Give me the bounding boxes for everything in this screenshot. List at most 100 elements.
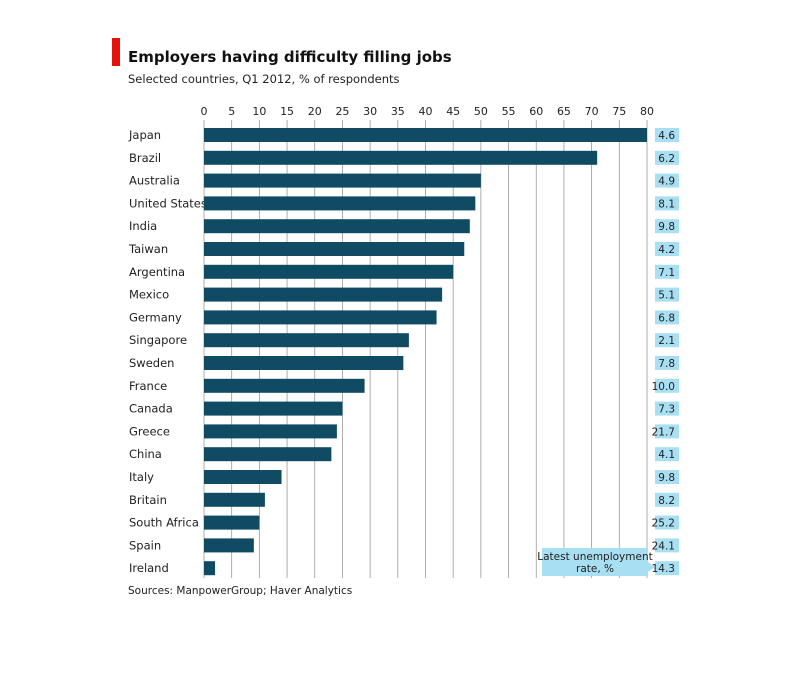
bar-greece — [204, 424, 337, 439]
bar-australia — [204, 173, 481, 188]
chart-source: Sources: ManpowerGroup; Haver Analytics — [128, 585, 353, 597]
bar-germany — [204, 310, 437, 325]
unemployment-value: 7.1 — [658, 267, 675, 279]
category-label: Sweden — [129, 356, 174, 370]
category-label: Singapore — [129, 333, 187, 347]
x-tick-label: 10 — [252, 105, 266, 118]
bar-india — [204, 219, 470, 234]
x-tick-label: 15 — [280, 105, 294, 118]
category-label: Japan — [128, 128, 161, 142]
category-label: Ireland — [129, 561, 169, 575]
x-tick-label: 0 — [201, 105, 208, 118]
x-tick-label: 65 — [557, 105, 571, 118]
category-label: Canada — [129, 402, 173, 416]
unemployment-value: 4.1 — [658, 449, 675, 461]
x-tick-label: 40 — [419, 105, 433, 118]
unemployment-box — [655, 356, 679, 370]
unemployment-box — [655, 287, 679, 302]
unemployment-note-line-2: rate, % — [576, 563, 614, 575]
unemployment-value: 2.1 — [658, 335, 675, 347]
category-label: Germany — [129, 310, 182, 324]
chart-subtitle: Selected countries, Q1 2012, % of respon… — [128, 72, 400, 86]
category-label: Taiwan — [128, 242, 168, 256]
category-label: United States — [129, 196, 207, 210]
unemployment-box — [655, 173, 679, 188]
unemployment-value: 14.3 — [652, 563, 675, 575]
x-tick-label: 70 — [585, 105, 599, 118]
unemployment-box — [655, 515, 679, 530]
x-tick-label: 75 — [612, 105, 626, 118]
bar-ireland — [204, 561, 216, 576]
unemployment-box — [655, 219, 679, 234]
unemployment-note-line-1: Latest unemployment — [537, 551, 652, 563]
category-label: South Africa — [129, 516, 199, 530]
bar-south-africa — [204, 515, 260, 530]
unemployment-value: 6.8 — [658, 312, 675, 324]
x-tick-label: 20 — [308, 105, 322, 118]
unemployment-value: 4.2 — [658, 244, 675, 256]
unemployment-value: 4.9 — [658, 176, 675, 188]
category-label: China — [129, 447, 162, 461]
unemployment-box — [655, 561, 679, 576]
unemployment-value: 7.8 — [658, 358, 675, 370]
bar-china — [204, 447, 332, 462]
unemployment-value: 24.1 — [652, 540, 675, 552]
unemployment-box — [655, 401, 679, 416]
unemployment-box — [655, 128, 679, 142]
unemployment-box — [655, 424, 679, 439]
unemployment-box — [655, 264, 679, 279]
unemployment-value: 10.0 — [652, 381, 675, 393]
unemployment-box — [655, 470, 679, 484]
unemployment-box — [655, 492, 679, 507]
category-label: Argentina — [129, 265, 185, 279]
accent-bar — [112, 38, 120, 66]
chart-title: Employers having difficulty filling jobs — [128, 48, 452, 66]
category-label: India — [129, 219, 157, 233]
x-tick-label: 80 — [640, 105, 654, 118]
x-tick-label: 60 — [529, 105, 543, 118]
unemployment-box — [655, 150, 679, 165]
unemployment-box — [655, 378, 679, 393]
category-label: Greece — [129, 424, 170, 438]
bar-spain — [204, 538, 254, 553]
unemployment-note-box — [542, 548, 648, 576]
unemployment-value: 21.7 — [652, 426, 675, 438]
unemployment-value: 9.8 — [658, 221, 675, 233]
unemployment-value: 8.2 — [658, 495, 675, 507]
bar-mexico — [204, 287, 443, 302]
category-label: Brazil — [129, 151, 161, 165]
unemployment-value: 9.8 — [658, 472, 675, 484]
bar-united-states — [204, 196, 476, 211]
bar-singapore — [204, 333, 409, 348]
unemployment-box — [655, 447, 679, 462]
bar-argentina — [204, 264, 454, 279]
unemployment-box — [655, 242, 679, 256]
bar-sweden — [204, 356, 404, 370]
x-tick-label: 30 — [363, 105, 377, 118]
category-label: Spain — [129, 538, 161, 552]
x-tick-label: 50 — [474, 105, 488, 118]
unemployment-box — [655, 196, 679, 211]
unemployment-value: 8.1 — [658, 198, 675, 210]
category-label: Mexico — [129, 288, 169, 302]
category-label: Italy — [129, 470, 154, 484]
unemployment-value: 6.2 — [658, 153, 675, 165]
bar-italy — [204, 470, 282, 484]
unemployment-value: 4.6 — [658, 130, 675, 142]
unemployment-box — [655, 333, 679, 348]
category-label: France — [129, 379, 167, 393]
x-tick-label: 25 — [335, 105, 349, 118]
unemployment-box — [655, 310, 679, 325]
bar-brazil — [204, 150, 598, 165]
category-label: Britain — [129, 493, 167, 507]
bar-canada — [204, 401, 343, 416]
bar-taiwan — [204, 242, 465, 256]
x-tick-label: 55 — [502, 105, 516, 118]
unemployment-value: 5.1 — [658, 290, 675, 302]
bar-britain — [204, 492, 265, 507]
unemployment-box — [655, 538, 679, 553]
unemployment-value: 7.3 — [658, 404, 675, 416]
x-tick-label: 5 — [228, 105, 235, 118]
